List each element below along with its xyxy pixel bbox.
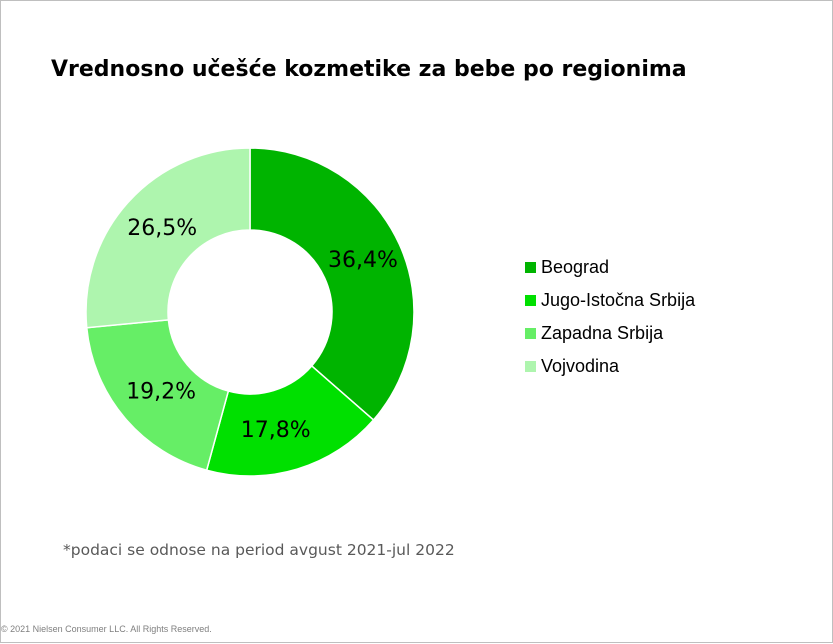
legend-swatch [525, 328, 536, 339]
donut-slice-vojvodina [85, 147, 251, 329]
legend: Beograd Jugo-Istočna Srbija Zapadna Srbi… [525, 251, 695, 383]
legend-swatch [525, 361, 536, 372]
legend-item-beograd: Beograd [525, 251, 695, 284]
legend-label: Zapadna Srbija [541, 323, 664, 343]
chart-title: Vrednosno učešće kozmetike za bebe po re… [51, 57, 687, 82]
legend-label: Vojvodina [541, 356, 620, 376]
donut-slice-beograd [249, 147, 415, 422]
legend-swatch [525, 295, 536, 306]
copyright-text: © 2021 Nielsen Consumer LLC. All Rights … [1, 624, 212, 634]
data-label: 36,4% [328, 248, 398, 273]
legend-label: Jugo-Istočna Srbija [541, 290, 696, 310]
donut-slice-zapadna-srbija [85, 319, 230, 472]
footnote: *podaci se odnose na period avgust 2021-… [63, 541, 455, 559]
legend-label: Beograd [541, 257, 610, 277]
legend-swatch [525, 262, 536, 273]
data-label: 17,8% [241, 418, 311, 443]
legend-item-vojvodina: Vojvodina [525, 350, 695, 383]
data-label: 26,5% [127, 216, 197, 241]
legend-item-jugo-istocna-srbija: Jugo-Istočna Srbija [525, 284, 695, 317]
legend-item-zapadna-srbija: Zapadna Srbija [525, 317, 695, 350]
donut-slice-jugo-isto-na-srbija [205, 364, 375, 477]
data-label: 19,2% [126, 379, 196, 404]
